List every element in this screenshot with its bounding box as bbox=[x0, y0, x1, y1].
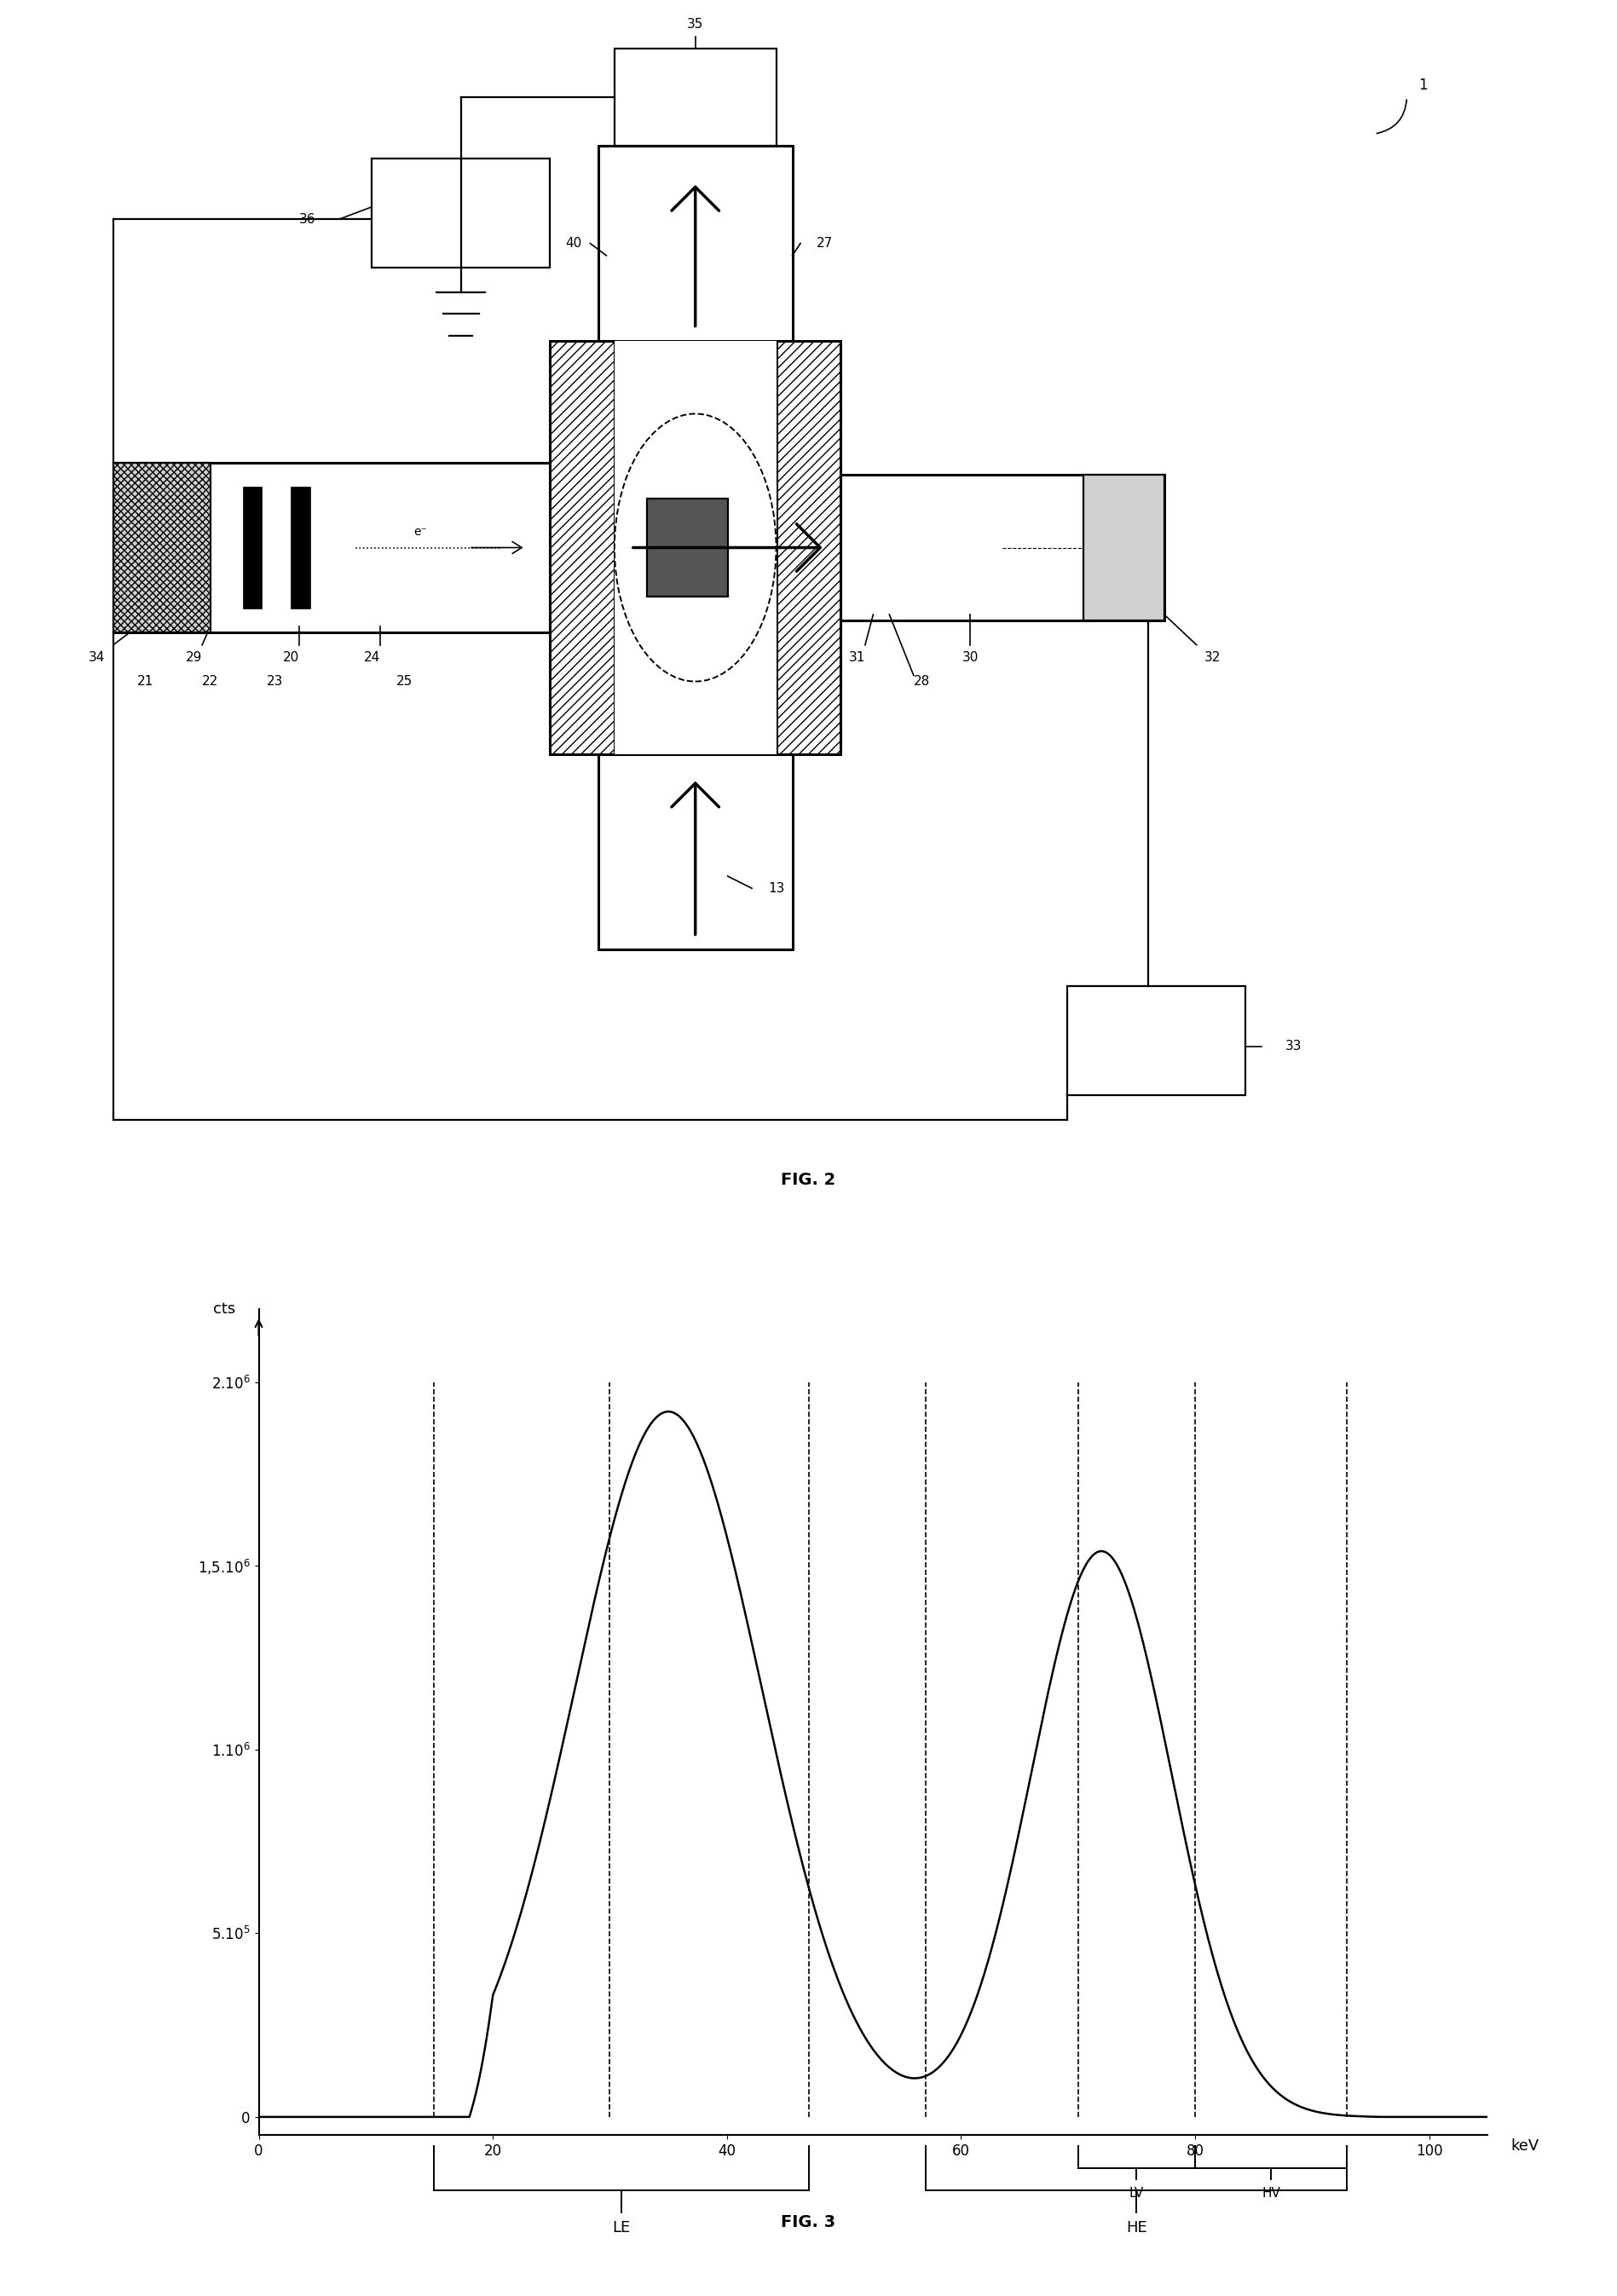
Bar bbox=[1067, 985, 1245, 1095]
Text: 20: 20 bbox=[283, 650, 299, 664]
Text: 26A: 26A bbox=[749, 627, 771, 638]
Text: HV: HV bbox=[1261, 2186, 1281, 2200]
Bar bbox=[291, 487, 310, 608]
Text: 32: 32 bbox=[1205, 650, 1221, 664]
Text: 35: 35 bbox=[687, 18, 703, 30]
Bar bbox=[776, 340, 841, 755]
Bar bbox=[550, 340, 614, 755]
Text: 27: 27 bbox=[817, 236, 833, 250]
Bar bbox=[598, 147, 792, 340]
Text: 1: 1 bbox=[1418, 78, 1428, 92]
Bar bbox=[614, 340, 776, 755]
Text: 21: 21 bbox=[137, 675, 154, 689]
Text: 25: 25 bbox=[396, 675, 412, 689]
Text: 22: 22 bbox=[202, 675, 218, 689]
Bar bbox=[243, 487, 262, 608]
Text: HE: HE bbox=[1125, 2220, 1146, 2234]
Text: 24: 24 bbox=[364, 650, 380, 664]
Text: LE: LE bbox=[613, 2220, 631, 2234]
Text: 31: 31 bbox=[849, 650, 865, 664]
Text: 29: 29 bbox=[186, 650, 202, 664]
Bar bbox=[598, 755, 792, 948]
Text: 30: 30 bbox=[962, 650, 978, 664]
Bar bbox=[372, 158, 550, 269]
Text: LV: LV bbox=[1129, 2186, 1143, 2200]
Bar bbox=[841, 475, 1164, 620]
Text: 28: 28 bbox=[914, 675, 930, 689]
Text: 34: 34 bbox=[89, 650, 105, 664]
Text: 36: 36 bbox=[299, 214, 315, 225]
Text: 26B: 26B bbox=[749, 468, 771, 480]
Bar bbox=[1083, 475, 1164, 620]
Text: 13: 13 bbox=[768, 882, 784, 895]
Text: keV: keV bbox=[1510, 2138, 1539, 2154]
Bar bbox=[113, 461, 210, 634]
Text: cts: cts bbox=[213, 1302, 236, 1316]
Text: FIG. 3: FIG. 3 bbox=[781, 2213, 836, 2232]
Bar bbox=[647, 498, 728, 597]
Text: FIG. 2: FIG. 2 bbox=[781, 1173, 836, 1189]
Text: 40: 40 bbox=[566, 236, 582, 250]
Bar bbox=[113, 461, 550, 634]
Bar bbox=[614, 48, 776, 147]
Text: e⁻: e⁻ bbox=[414, 526, 427, 537]
Text: 23: 23 bbox=[267, 675, 283, 689]
Text: 33: 33 bbox=[1286, 1040, 1302, 1054]
